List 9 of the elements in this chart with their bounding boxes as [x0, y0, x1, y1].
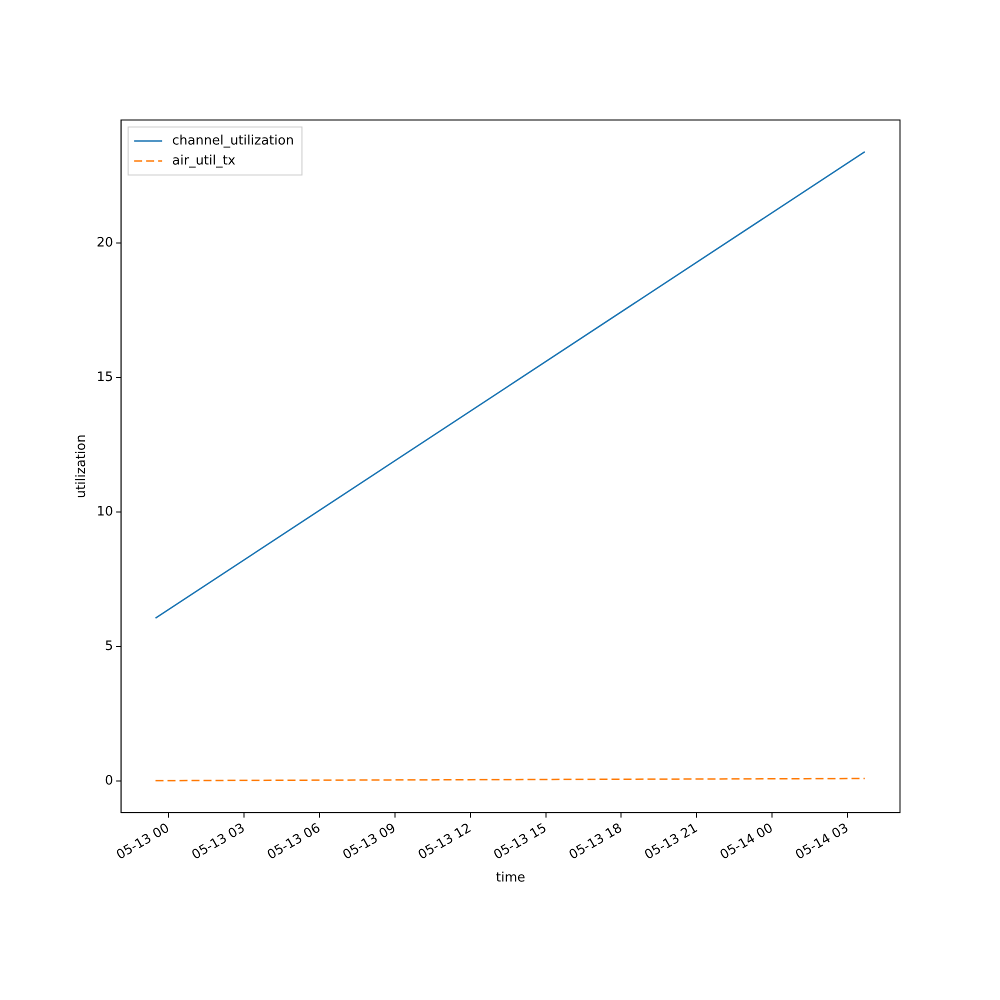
y-tick-label: 5 — [104, 639, 114, 654]
legend-label: channel_utilization — [172, 133, 294, 148]
y-tick-label: 15 — [96, 370, 114, 386]
x-axis-title: time — [496, 870, 526, 886]
y-tick-label: 20 — [96, 236, 114, 251]
y-tick-label: 0 — [104, 774, 114, 789]
legend-label: air_util_tx — [172, 153, 236, 168]
y-axis-title: utilization — [74, 434, 90, 498]
y-tick-label: 10 — [96, 504, 114, 520]
